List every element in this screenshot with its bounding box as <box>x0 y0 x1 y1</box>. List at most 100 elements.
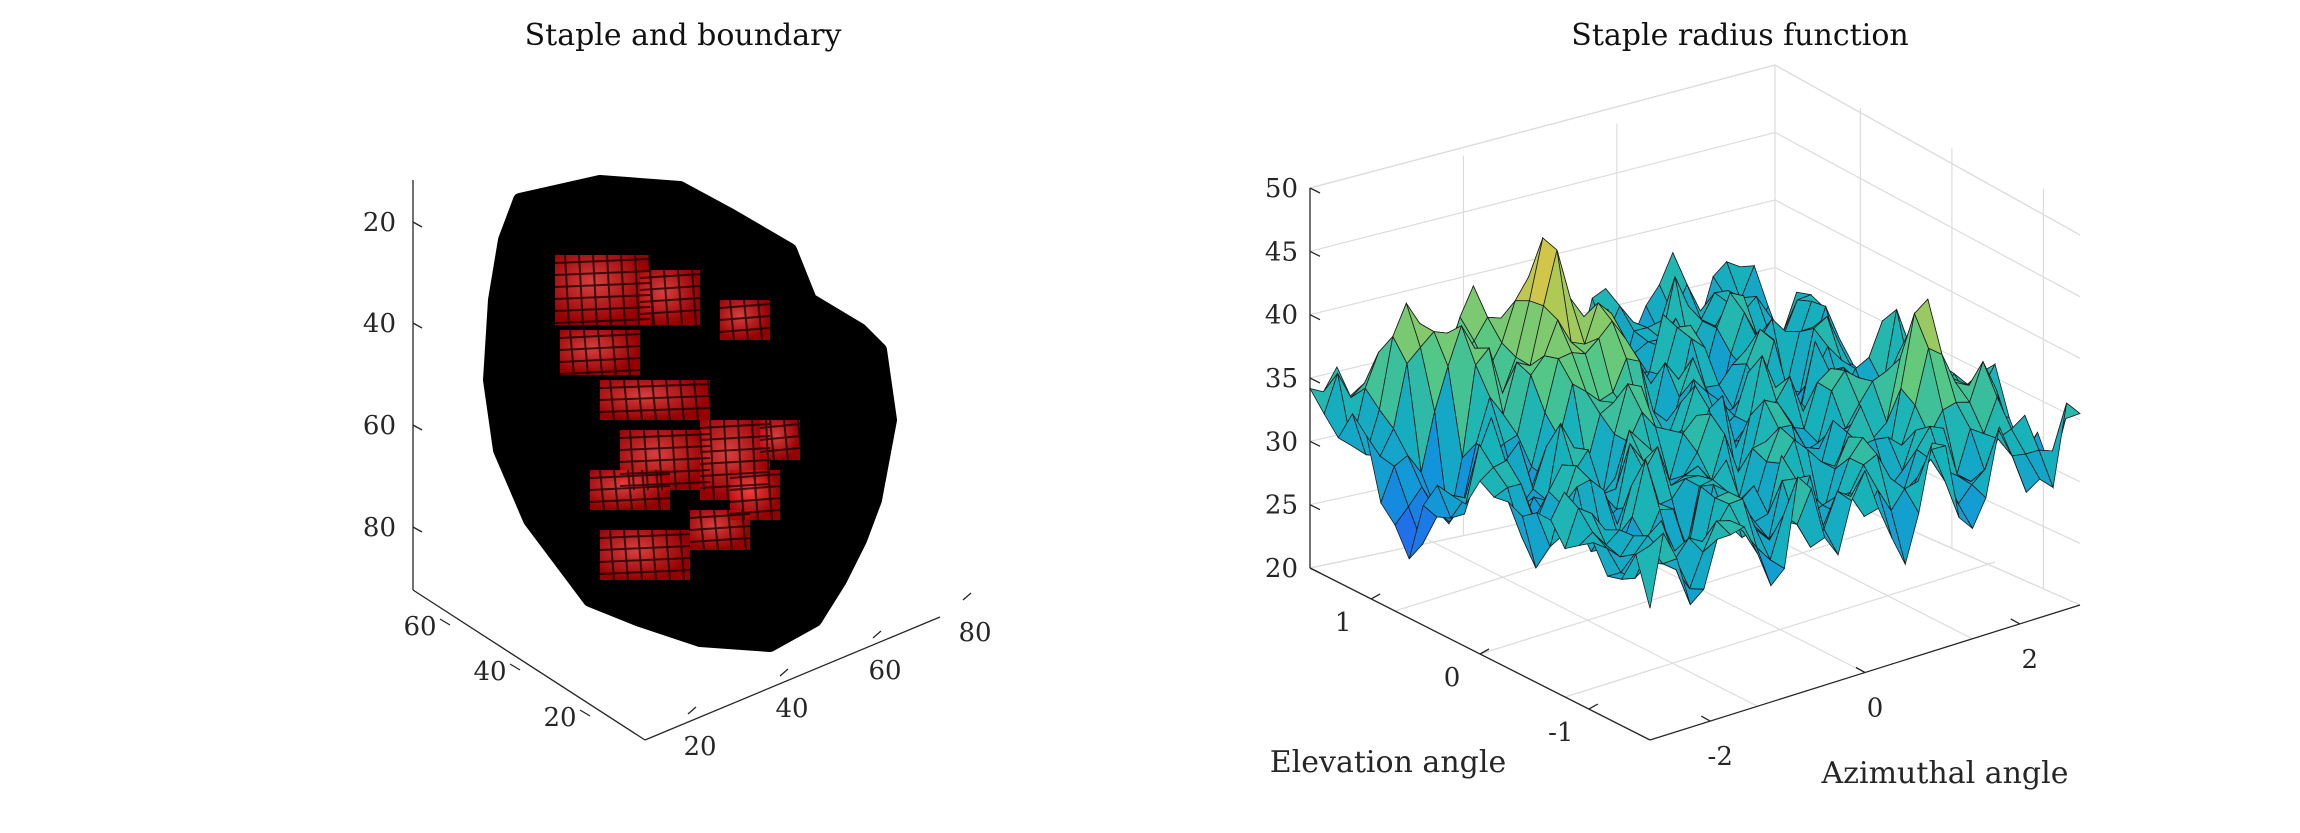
voxel-edge <box>689 537 751 543</box>
voxel-edge <box>769 419 775 461</box>
left-chart-title: Staple and boundary <box>524 18 842 53</box>
z-tick-label: 80 <box>363 513 396 543</box>
voxel-edge <box>619 433 711 439</box>
voxel-edge <box>679 529 685 581</box>
z-tick <box>1309 504 1321 511</box>
voxel-edge <box>797 419 803 461</box>
right-chart-title: Staple radius function <box>1571 18 1909 53</box>
radius-surface <box>1309 236 2081 609</box>
voxel-edge <box>643 429 649 491</box>
voxel-edge <box>599 557 691 563</box>
voxel-edge <box>739 469 745 521</box>
voxel-edge <box>759 447 801 453</box>
voxel-edge <box>619 445 711 451</box>
voxel-edge <box>699 423 771 429</box>
voxel-edge <box>713 509 719 551</box>
floor-grid-line <box>1564 561 1996 698</box>
z-tick <box>412 526 423 533</box>
back-top-edge <box>1309 64 2081 236</box>
voxel-texture <box>554 254 803 581</box>
voxel-edge <box>554 282 651 288</box>
z-tick-label: 60 <box>363 411 396 441</box>
voxel-edge <box>599 569 691 575</box>
x-tick <box>687 706 697 715</box>
z-tick <box>1309 377 1321 384</box>
elevation-tick-label: -1 <box>1548 718 1573 748</box>
z-tick <box>1309 314 1321 321</box>
z-grid-line <box>1309 199 2081 359</box>
voxel-edge <box>554 318 651 324</box>
x-tick <box>779 668 789 677</box>
voxel-edge <box>663 269 669 326</box>
azimuth-tick-label: -2 <box>1708 742 1733 772</box>
elevation-axis-label: Elevation angle <box>1270 745 1506 780</box>
voxel-edge <box>743 299 749 341</box>
voxel-edge <box>723 419 729 501</box>
z-grid-line <box>1309 64 2081 236</box>
voxel-edge <box>641 469 647 511</box>
voxel-edge <box>637 379 643 421</box>
voxel-edge <box>606 254 612 326</box>
azimuth-tick <box>1855 666 1866 674</box>
voxel-edge <box>613 469 619 511</box>
voxel-edge <box>767 469 773 521</box>
x-tick-label: 40 <box>775 694 808 724</box>
voxel-edge <box>639 285 701 291</box>
voxel-edge <box>707 379 713 421</box>
radius-function-panel: Staple radius function 20 25 30 35 40 45 50 -1 0… <box>1150 0 2300 829</box>
voxel-edge <box>619 457 711 463</box>
voxel-edge <box>620 254 626 326</box>
voxel-edge <box>727 509 733 551</box>
voxel-edge <box>625 329 631 376</box>
y-tick-label: 60 <box>403 612 436 642</box>
voxel-edge <box>649 269 655 326</box>
voxel-edge <box>599 545 691 551</box>
voxel-edge <box>583 329 589 376</box>
voxel-edge <box>609 529 615 581</box>
x-tick-label: 60 <box>868 656 901 686</box>
z-tick-label: 20 <box>363 208 396 238</box>
voxel-edge <box>759 423 801 429</box>
azimuth-tick-label: 2 <box>2022 645 2039 675</box>
voxel-edge <box>651 529 657 581</box>
voxel-edge <box>623 379 629 421</box>
z-tick-label: 20 <box>1265 554 1298 584</box>
x-tick-label: 20 <box>683 732 716 762</box>
voxel-edge <box>709 419 715 501</box>
z-tick <box>412 221 423 228</box>
voxel-edge <box>592 254 598 326</box>
z-tick <box>1309 250 1321 257</box>
elevation-tick-label: 0 <box>1444 663 1461 693</box>
voxel-edge <box>619 469 711 475</box>
azimuth-tick <box>2010 618 2021 625</box>
azimuth-tick <box>1700 715 1711 722</box>
voxel-edge <box>679 379 685 421</box>
voxel-edge <box>657 429 663 491</box>
z-tick-label: 30 <box>1265 427 1298 457</box>
voxel-edge <box>685 429 691 491</box>
radius-surface-plot: 20 25 30 35 40 45 50 -1 0 1 -2 0 2 Elevation angle Azi… <box>1265 64 2081 791</box>
voxel-edge <box>554 306 651 312</box>
elevation-tick <box>1479 648 1490 655</box>
elevation-tick <box>1588 703 1599 710</box>
x-axis-line <box>644 616 941 741</box>
y-axis-line <box>412 589 646 741</box>
voxel-edge <box>699 509 705 551</box>
x-tick <box>962 592 972 601</box>
voxel-edge <box>639 309 701 315</box>
voxel-edge <box>623 529 629 581</box>
voxel-edge <box>783 419 789 461</box>
voxel-edge <box>665 529 671 581</box>
elevation-tick-label: 1 <box>1335 608 1352 638</box>
z-tick-label: 40 <box>1265 301 1298 331</box>
z-tick <box>412 424 423 431</box>
staple-boundary-plot: 20 40 60 80 20 40 60 20 40 60 80 <box>363 175 992 762</box>
azimuth-tick-label: 0 <box>1867 694 1884 724</box>
voxel-edge <box>554 258 651 264</box>
voxel-edge <box>564 254 570 326</box>
x-tick <box>872 630 882 639</box>
z-tick-label: 35 <box>1265 364 1298 394</box>
voxel-edge <box>599 395 711 401</box>
voxel-edge <box>569 329 575 376</box>
y-tick-label: 20 <box>543 703 576 733</box>
